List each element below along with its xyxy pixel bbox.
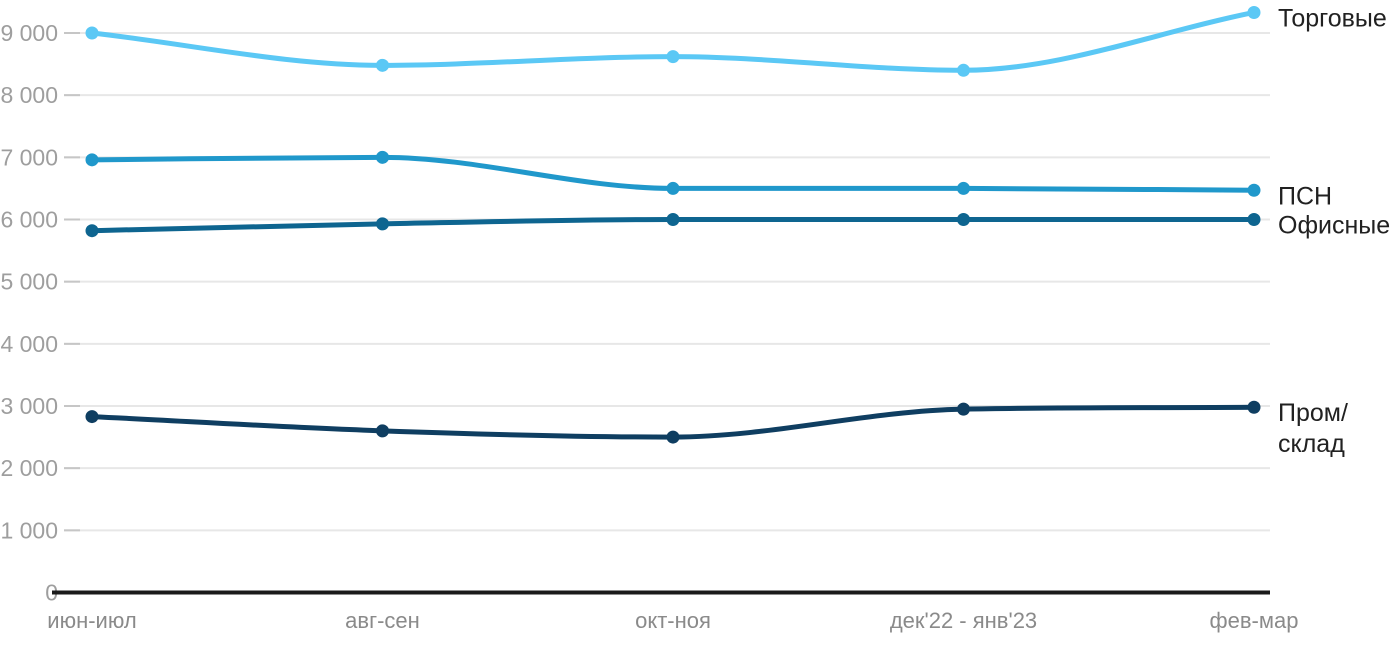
data-point	[957, 402, 970, 416]
data-point	[666, 50, 680, 64]
series-label: ПСН	[1278, 182, 1332, 210]
y-tick-label: 2 000	[0, 455, 58, 481]
data-point	[85, 410, 99, 424]
series-ПСН: ПСН	[85, 150, 1332, 210]
data-point	[1247, 213, 1261, 226]
x-axis-label: фев-мар	[1210, 608, 1299, 633]
data-point	[376, 150, 389, 164]
data-point	[957, 213, 970, 226]
x-axis-label: июн-июл	[47, 608, 136, 633]
y-tick-label: 6 000	[0, 207, 58, 233]
y-tick-label: 8 000	[0, 82, 58, 108]
data-point	[1247, 400, 1261, 414]
series-Пром/склад: Пром/склад	[85, 399, 1348, 458]
data-point	[85, 26, 99, 40]
y-tick-label: 4 000	[0, 331, 58, 357]
y-tick-label: 3 000	[0, 393, 58, 419]
y-tick-label: 9 000	[0, 20, 58, 46]
x-axis-labels: июн-июл авг-сен окт-ноя дек'22 - янв'23 фев-…	[47, 608, 1298, 633]
series-label: склад	[1278, 430, 1345, 458]
series-label: Офисные	[1278, 212, 1390, 240]
y-tick-label: 0	[45, 580, 58, 606]
data-point	[666, 181, 680, 195]
series-Офисные: Офисные	[85, 212, 1390, 240]
data-point	[376, 58, 389, 72]
data-point	[85, 153, 99, 167]
series-label: Пром/	[1278, 399, 1348, 427]
y-tick-label: 5 000	[0, 269, 58, 295]
data-point	[666, 430, 680, 444]
data-point	[85, 224, 99, 238]
series-Торговые: Торговые	[85, 4, 1387, 77]
data-point	[1247, 183, 1261, 197]
data-point	[957, 181, 970, 195]
y-axis-labels: 0 1 000 2 000 3 000 4 000 5 000 6 000 7 000 8 00…	[0, 20, 58, 606]
data-point	[376, 217, 389, 231]
data-point	[957, 63, 970, 77]
data-point	[666, 213, 680, 226]
data-point	[376, 424, 389, 438]
y-grid	[64, 32, 1270, 532]
data-point	[1247, 5, 1261, 19]
y-tick-label: 1 000	[0, 517, 58, 543]
x-axis-label: авг-сен	[345, 608, 420, 633]
series-label: Торговые	[1278, 4, 1387, 32]
x-axis-label: окт-ноя	[635, 608, 711, 633]
x-axis-label: дек'22 - янв'23	[890, 608, 1037, 633]
y-tick-label: 7 000	[0, 144, 58, 170]
